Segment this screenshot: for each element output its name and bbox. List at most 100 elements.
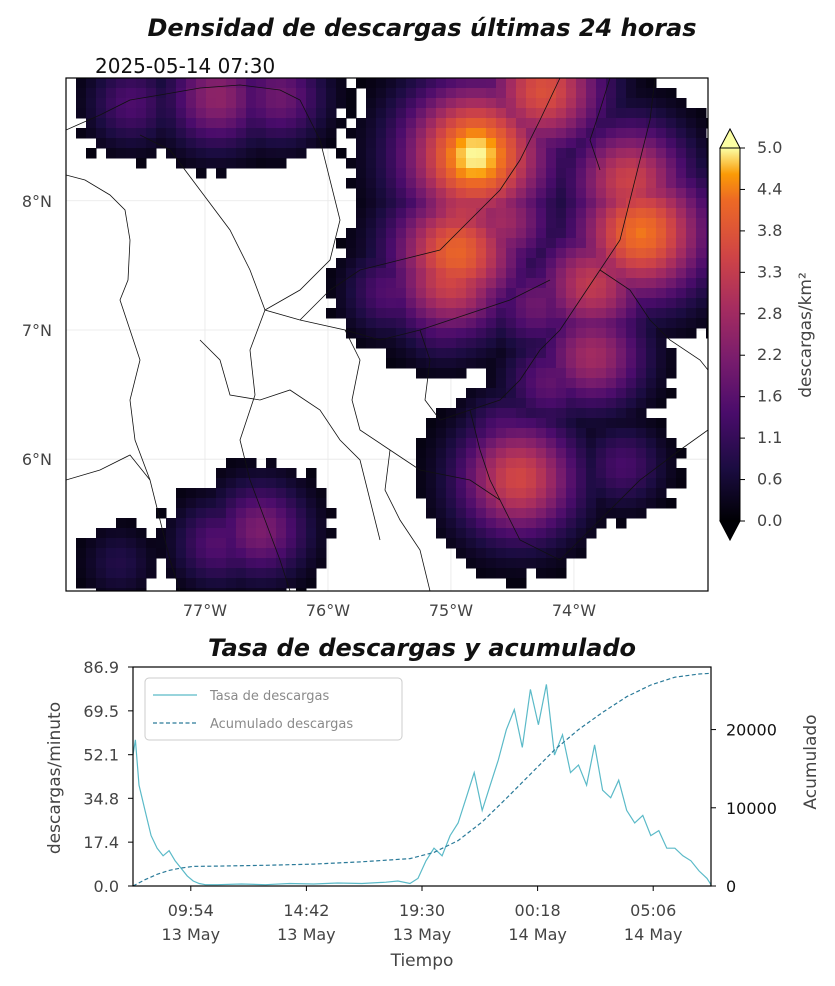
density-cell (206, 98, 217, 109)
density-cell (626, 288, 637, 299)
density-cell (596, 128, 607, 139)
density-cell (126, 548, 137, 559)
coastline (66, 174, 181, 591)
density-cell (536, 158, 547, 169)
x-axis-label: Tiempo (390, 951, 454, 971)
density-cell (526, 148, 537, 159)
density-cell (686, 208, 697, 219)
density-cell (636, 168, 647, 179)
density-cell (646, 368, 657, 379)
density-cell (566, 208, 577, 219)
density-cell (446, 528, 457, 539)
x-tick-label-time: 05:06 (630, 901, 676, 920)
density-cell (446, 358, 457, 369)
density-cell (126, 538, 137, 549)
density-cell (616, 488, 627, 499)
density-cell (646, 458, 657, 469)
density-cell (416, 218, 427, 229)
density-cell (496, 308, 507, 319)
density-cell (566, 138, 577, 149)
density-cell (656, 148, 667, 159)
density-cell (246, 98, 257, 109)
density-cell (436, 328, 447, 339)
density-cell (636, 368, 647, 379)
density-cell (236, 548, 247, 559)
density-cell (206, 538, 217, 549)
density-cell (236, 478, 247, 489)
density-cell (226, 478, 237, 489)
density-cell (426, 248, 437, 259)
density-cell (456, 268, 467, 279)
density-cell (606, 408, 617, 419)
density-cell (626, 328, 637, 339)
density-cell (496, 388, 507, 399)
density-cell (576, 408, 587, 419)
density-cell (586, 438, 597, 449)
density-cell (286, 548, 297, 559)
density-cell (166, 538, 177, 549)
density-cell (416, 338, 427, 349)
map-lat-tick-label: 7°N (22, 321, 52, 340)
density-cell (556, 308, 567, 319)
density-cell (656, 458, 667, 469)
density-cell (236, 488, 247, 499)
density-cell (436, 78, 447, 89)
density-cell (476, 338, 487, 349)
density-cell (506, 128, 517, 139)
density-cell (186, 588, 197, 591)
density-cell (586, 268, 597, 279)
density-cell (246, 488, 257, 499)
y-axis-left-label: descargas/minuto (45, 702, 65, 854)
density-cell (586, 218, 597, 229)
density-cell (506, 408, 517, 419)
density-cell (426, 368, 437, 379)
density-cell (446, 418, 457, 429)
density-cell (526, 318, 537, 329)
density-cell (636, 188, 647, 199)
density-cell (466, 78, 477, 89)
density-cell (636, 438, 647, 449)
density-cell (346, 108, 357, 119)
density-cell (536, 108, 547, 119)
density-cell (616, 128, 627, 139)
density-cell (226, 488, 237, 499)
density-cell (456, 128, 467, 139)
density-cell (406, 288, 417, 299)
density-cell (576, 168, 587, 179)
density-cell (446, 238, 457, 249)
density-cell (116, 588, 127, 591)
density-cell (106, 118, 117, 129)
density-cell (476, 288, 487, 299)
density-cell (426, 78, 437, 89)
density-cell (456, 98, 467, 109)
density-cell (536, 498, 547, 509)
density-cell (166, 108, 177, 119)
density-cell (396, 88, 407, 99)
density-cell (216, 98, 227, 109)
density-cell (456, 258, 467, 269)
density-cell (446, 258, 457, 269)
density-cell (616, 238, 627, 249)
density-cell (486, 258, 497, 269)
density-cell (516, 538, 527, 549)
density-cell (616, 278, 627, 289)
density-cell (416, 78, 427, 89)
density-cell (706, 218, 708, 229)
density-cell (576, 318, 587, 329)
density-cell (186, 508, 197, 519)
density-cell (466, 218, 477, 229)
density-cell (236, 578, 247, 589)
density-cell (666, 138, 677, 149)
density-cell (646, 338, 657, 349)
density-cell (596, 438, 607, 449)
density-cell (486, 448, 497, 459)
density-cell (646, 318, 657, 329)
density-cell (596, 448, 607, 459)
colorbar-tick-label: 2.2 (757, 345, 782, 364)
density-cell (406, 148, 417, 159)
density-cell (566, 258, 577, 269)
density-cell (276, 498, 287, 509)
density-cell (466, 348, 477, 359)
density-cell (436, 238, 447, 249)
density-cell (416, 228, 427, 239)
